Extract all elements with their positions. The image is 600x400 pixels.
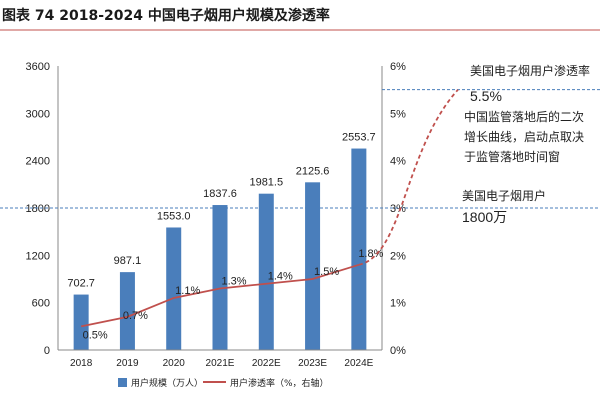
y2-tick-label: 0% xyxy=(390,345,406,357)
penetration-label: 1.1% xyxy=(175,285,200,297)
bar xyxy=(73,294,89,350)
y-tick-label: 3600 xyxy=(26,61,50,73)
annotation-a3: 中国监管落地后的二次 xyxy=(464,109,584,124)
bar-value-label: 702.7 xyxy=(67,278,95,290)
y2-tick-label: 1% xyxy=(390,298,406,310)
x-tick-label: 2023E xyxy=(298,358,327,369)
bar-value-label: 1553.0 xyxy=(157,210,191,222)
y2-tick-label: 4% xyxy=(390,156,406,168)
x-tick-label: 2021E xyxy=(206,358,235,369)
bar-series: 702.7 987.1 1553.0 1837.6 1981.5 2125.6 2553.7 xyxy=(67,132,376,350)
bar-value-label: 1837.6 xyxy=(203,188,237,200)
bar-value-label: 2125.6 xyxy=(296,165,330,177)
bar xyxy=(258,193,274,350)
y-tick-label: 1200 xyxy=(26,250,50,262)
bar-value-label: 2553.7 xyxy=(342,132,376,144)
y2-tick-label: 2% xyxy=(390,250,406,262)
left-axis: 0 600 1200 1800 2400 3000 3600 xyxy=(26,61,59,357)
legend: 用户规模（万人） 用户渗透率（%，右轴） xyxy=(118,377,329,389)
annotations: 美国电子烟用户渗透率 5.5% 中国监管落地后的二次增长曲线，启动点取决于监管落地时… xyxy=(462,63,590,225)
penetration-label: 1.3% xyxy=(221,275,246,287)
x-tick-label: 2024E xyxy=(344,358,373,369)
y-tick-label: 3000 xyxy=(26,108,50,120)
x-tick-label: 2022E xyxy=(252,358,281,369)
y2-tick-label: 6% xyxy=(390,61,406,73)
annotation-a6: 美国电子烟用户 xyxy=(462,188,546,203)
bar xyxy=(166,227,182,350)
x-axis: 2018 2019 2020 2021E 2022E 2023E 2024E xyxy=(58,349,382,369)
penetration-label: 1.5% xyxy=(314,266,339,278)
projection-curve xyxy=(358,89,459,266)
annotation-a4: 增长曲线，启动点取决 xyxy=(464,130,584,144)
bar xyxy=(305,182,321,350)
bar xyxy=(119,272,135,350)
penetration-label: 0.5% xyxy=(83,329,108,341)
legend-swatch-bar xyxy=(118,378,127,387)
legend-label-line: 用户渗透率（%，右轴） xyxy=(230,377,329,389)
bar-value-label: 1981.5 xyxy=(249,177,283,189)
x-tick-label: 2019 xyxy=(116,358,139,369)
x-tick-label: 2020 xyxy=(163,358,186,369)
bar xyxy=(351,148,367,350)
right-axis: 0% 1% 2% 3% 4% 5% 6% xyxy=(381,61,406,357)
penetration-line xyxy=(80,263,360,328)
legend-label-bar: 用户规模（万人） xyxy=(131,377,203,389)
y2-tick-label: 3% xyxy=(390,203,406,215)
reference-lines xyxy=(0,89,600,209)
penetration-label: 0.7% xyxy=(123,310,148,322)
penetration-label: 1.4% xyxy=(268,271,293,283)
annotation-a7: 1800万 xyxy=(462,209,507,225)
y2-tick-label: 5% xyxy=(390,108,406,120)
annotation-a2: 5.5% xyxy=(470,88,502,104)
y-tick-label: 600 xyxy=(32,298,50,310)
penetration-label: 1.8% xyxy=(358,248,383,260)
y-tick-label: 1800 xyxy=(26,203,50,215)
bar xyxy=(212,205,228,350)
bar-value-label: 987.1 xyxy=(114,255,142,267)
annotation-a5: 于监管落地时间窗 xyxy=(464,149,560,164)
chart-title-text: 图表 74 2018-2024 中国电子烟用户规模及渗透率 xyxy=(2,7,330,24)
y-tick-label: 0 xyxy=(44,345,50,357)
chart-title: 图表 74 2018-2024 中国电子烟用户规模及渗透率 xyxy=(0,7,600,31)
line-series: 0.5% 0.7% 1.1% 1.3% 1.4% 1.5% 1.8% xyxy=(80,89,459,341)
annotation-a1: 美国电子烟用户渗透率 xyxy=(470,63,590,78)
x-tick-label: 2018 xyxy=(70,358,93,369)
y-tick-label: 2400 xyxy=(26,156,50,168)
